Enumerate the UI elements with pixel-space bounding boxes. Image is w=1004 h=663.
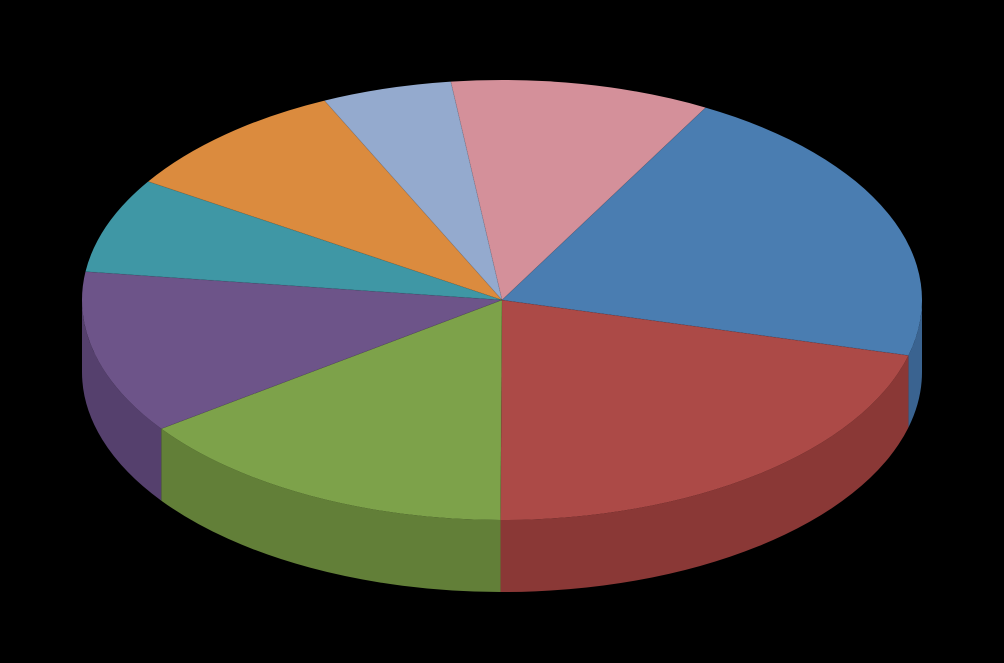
pie-chart-3d <box>0 0 1004 663</box>
